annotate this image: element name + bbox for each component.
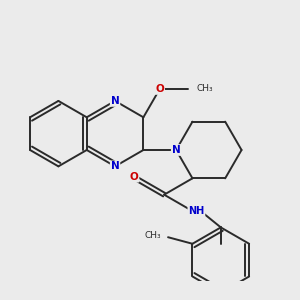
Text: O: O [155, 84, 164, 94]
Text: CH₃: CH₃ [145, 231, 161, 240]
Text: N: N [111, 96, 119, 106]
Text: O: O [130, 172, 139, 182]
Text: N: N [111, 161, 119, 171]
Text: CH₃: CH₃ [197, 85, 213, 94]
Text: N: N [172, 145, 181, 155]
Text: NH: NH [188, 206, 205, 216]
